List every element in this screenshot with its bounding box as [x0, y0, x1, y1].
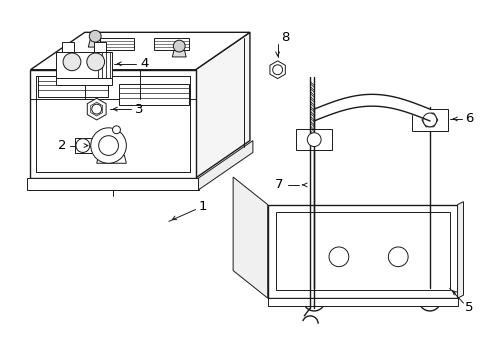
Polygon shape — [88, 39, 102, 47]
Polygon shape — [87, 98, 106, 120]
Polygon shape — [100, 38, 134, 50]
Polygon shape — [90, 102, 102, 116]
Polygon shape — [30, 32, 249, 70]
Polygon shape — [275, 212, 449, 290]
Polygon shape — [198, 141, 252, 190]
Text: 6: 6 — [464, 112, 473, 125]
Bar — [119, 84, 188, 105]
Text: 1: 1 — [198, 200, 206, 213]
Bar — [38, 76, 107, 97]
Polygon shape — [269, 61, 285, 78]
Polygon shape — [172, 49, 186, 57]
Circle shape — [306, 133, 321, 147]
Circle shape — [99, 136, 118, 156]
Circle shape — [112, 126, 120, 134]
Polygon shape — [457, 202, 463, 298]
Polygon shape — [75, 138, 95, 153]
Polygon shape — [56, 52, 111, 78]
Polygon shape — [411, 109, 447, 131]
Circle shape — [91, 128, 126, 163]
Polygon shape — [97, 156, 126, 163]
Circle shape — [173, 40, 185, 52]
Text: 8: 8 — [281, 31, 289, 44]
Polygon shape — [154, 38, 188, 50]
Text: 7: 7 — [275, 179, 283, 192]
Polygon shape — [421, 113, 437, 127]
Circle shape — [63, 53, 81, 71]
Polygon shape — [94, 42, 105, 52]
Text: 2: 2 — [58, 139, 66, 152]
Polygon shape — [233, 177, 267, 298]
Polygon shape — [27, 178, 198, 190]
Circle shape — [92, 104, 102, 114]
Circle shape — [387, 247, 407, 267]
Polygon shape — [267, 204, 457, 298]
Polygon shape — [267, 298, 457, 306]
Polygon shape — [56, 78, 111, 85]
Polygon shape — [296, 129, 331, 150]
Text: 5: 5 — [464, 301, 473, 315]
Polygon shape — [62, 42, 74, 52]
Text: 3: 3 — [135, 103, 143, 116]
Circle shape — [328, 247, 348, 267]
Polygon shape — [195, 32, 249, 178]
Text: 4: 4 — [140, 57, 148, 70]
Circle shape — [422, 113, 436, 127]
Circle shape — [76, 139, 90, 152]
Polygon shape — [30, 70, 195, 178]
Polygon shape — [114, 132, 118, 140]
Circle shape — [89, 30, 101, 42]
Circle shape — [87, 53, 104, 71]
Circle shape — [272, 65, 282, 75]
